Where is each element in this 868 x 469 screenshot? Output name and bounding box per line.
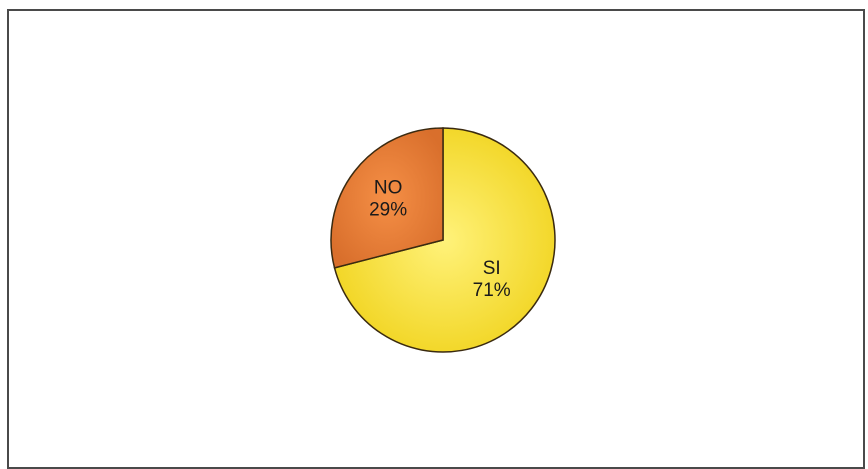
slice-label-no: NO 29% <box>369 177 407 220</box>
slice-percent-si: 71% <box>473 280 511 301</box>
slice-percent-no: 29% <box>369 199 407 220</box>
slice-label-si: SI 71% <box>473 258 511 301</box>
slice-category-si: SI <box>483 258 501 279</box>
pie-slice-no <box>330 127 444 269</box>
pie-slice-si <box>333 127 556 353</box>
slice-category-no: NO <box>374 177 403 198</box>
